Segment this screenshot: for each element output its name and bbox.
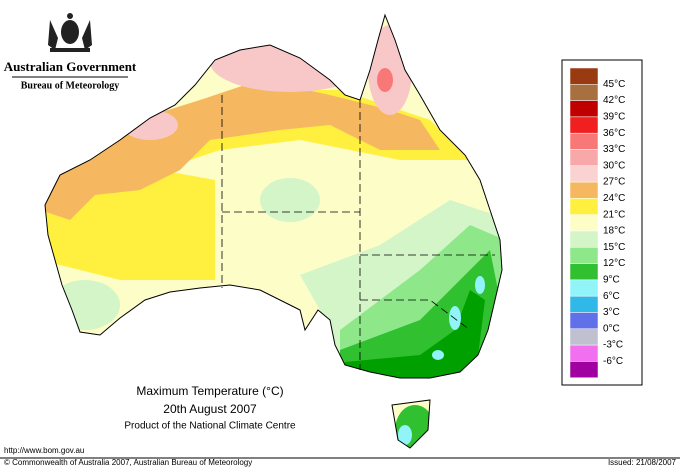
legend-label: 30°C xyxy=(603,160,625,171)
footer-url: http://www.bom.gov.au xyxy=(4,446,84,455)
footer-copyright: © Commonwealth of Australia 2007, Austra… xyxy=(4,458,252,467)
legend-swatch xyxy=(569,230,599,248)
legend-swatch xyxy=(569,198,599,215)
legend-swatch xyxy=(569,328,599,346)
legend-label: 33°C xyxy=(603,144,625,155)
legend-swatch xyxy=(569,295,599,313)
legend-label: 36°C xyxy=(603,128,625,139)
legend-swatch xyxy=(569,181,599,199)
legend-swatch xyxy=(569,84,599,101)
legend-swatch xyxy=(569,344,599,362)
legend-swatch xyxy=(569,67,599,85)
map-product: Product of the National Climate Centre xyxy=(124,421,296,432)
legend-label: 42°C xyxy=(603,95,625,106)
legend-swatch xyxy=(569,149,599,167)
legend-label: 6°C xyxy=(603,291,620,302)
legend-swatch xyxy=(569,279,599,297)
legend-label: -3°C xyxy=(603,340,623,351)
legend-swatch xyxy=(569,132,599,150)
legend-swatch xyxy=(569,165,599,183)
bureau: Bureau of Meteorology xyxy=(21,80,120,91)
borders xyxy=(44,13,503,449)
legend-swatch xyxy=(569,263,599,281)
legend-label: 0°C xyxy=(603,323,620,334)
legend-label: 21°C xyxy=(603,209,625,220)
legend: 45°C 42°C 39°C 36°C 33°C 30°C 27°C 24°C 21°C 18°C… xyxy=(561,59,643,386)
legend-label: 27°C xyxy=(603,177,625,188)
map-title: Maximum Temperature (°C) xyxy=(136,384,283,398)
legend-label: 39°C xyxy=(603,112,625,123)
legend-swatch xyxy=(569,214,599,232)
legend-swatch xyxy=(569,312,599,330)
legend-label: -6°C xyxy=(603,356,623,367)
legend-label: 24°C xyxy=(603,193,625,204)
legend-swatch xyxy=(569,100,599,118)
crest xyxy=(48,13,92,52)
map-date: 20th August 2007 xyxy=(163,402,257,416)
legend-label: 15°C xyxy=(603,242,625,253)
legend-label: 12°C xyxy=(603,258,625,269)
legend-label: 3°C xyxy=(603,307,620,318)
legend-swatch xyxy=(569,361,599,378)
agency: Australian Government xyxy=(4,59,137,74)
legend-swatch xyxy=(569,116,599,134)
legend-label: 9°C xyxy=(603,275,620,286)
legend-swatch xyxy=(569,247,599,264)
legend-label: 18°C xyxy=(603,226,625,237)
legend-label: 45°C xyxy=(603,79,625,90)
footer-issued: Issued: 21/08/2007 xyxy=(608,458,677,467)
